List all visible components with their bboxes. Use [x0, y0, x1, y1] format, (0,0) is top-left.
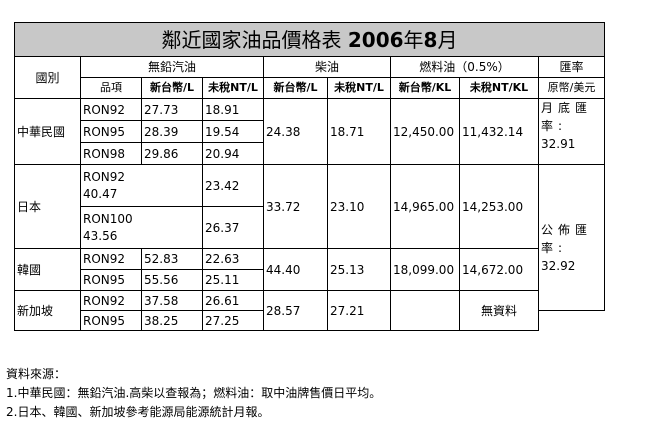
table-cell: 52.83	[141, 248, 203, 270]
table-cell: 23.10	[327, 164, 391, 249]
table-cell: 25.11	[202, 269, 264, 291]
title-prefix: 鄰近國家油品價格表	[161, 27, 348, 52]
table-cell: 19.54	[202, 120, 264, 143]
table-cell: 25.13	[327, 248, 391, 291]
table-cell: 22.63	[202, 248, 264, 270]
table-cell: 33.72	[263, 164, 328, 249]
note-line-1: 1.中華民國：無鉛汽油.高柴以查報為；燃料油：取中油牌售價日平均。	[6, 386, 382, 400]
table-cell: 28.57	[263, 290, 328, 331]
header-country: 國別	[14, 56, 81, 99]
rate-announced-value: 32.92	[541, 259, 576, 273]
table-cell: RON92	[80, 290, 142, 311]
note-line-2: 2.日本、韓國、新加坡參考能源局能源統計月報。	[6, 405, 270, 419]
table-cell: 26.61	[202, 290, 264, 311]
header-rate-unit: 原幣/美元	[538, 77, 605, 99]
header-notax-kl: 未稅NT/KL	[459, 77, 539, 99]
table-cell: RON98	[80, 142, 142, 165]
header-ntd-kl: 新台幣/KL	[390, 77, 460, 99]
table-cell: RON95	[80, 269, 142, 291]
cell-item: RON92	[83, 169, 126, 184]
table-cell: 18.91	[202, 98, 264, 121]
header-ntd-l: 新台幣/L	[141, 77, 203, 99]
table-title: 鄰近國家油品價格表 2006年8月	[14, 22, 605, 57]
oil-price-table: 鄰近國家油品價格表 2006年8月 國別 無鉛汽油 柴油 燃料油（0.5%） 匯…	[14, 22, 605, 331]
table-cell: 20.94	[202, 142, 264, 165]
table-cell: 18,099.00	[390, 248, 460, 291]
table-cell: 11,432.14	[459, 98, 539, 165]
cell-item: RON100	[83, 211, 133, 226]
table-cell: RON95	[80, 120, 142, 143]
table-cell: 29.86	[141, 142, 203, 165]
table-cell: 26.37	[202, 206, 264, 249]
table-cell: 無資料	[459, 290, 539, 331]
rate-month-end-label: 月底匯率:	[541, 101, 593, 133]
table-cell: 27.73	[141, 98, 203, 121]
table-cell: RON92	[80, 248, 142, 270]
rate-month-end: 月底匯率: 32.91	[538, 98, 605, 165]
table-cell: 14,253.00	[459, 164, 539, 249]
header-diesel: 柴油	[263, 56, 391, 78]
header-unleaded: 無鉛汽油	[80, 56, 264, 78]
country-korea: 韓國	[14, 248, 81, 291]
header-diesel-ntd-l: 新台幣/L	[263, 77, 328, 99]
table-cell: 28.39	[141, 120, 203, 143]
table-cell: 44.40	[263, 248, 328, 291]
title-year-unit: 年	[403, 27, 424, 52]
rate-announced: 公佈匯率: 32.92	[538, 164, 605, 311]
table-cell: 14,672.00	[459, 248, 539, 291]
header-diesel-notax-l: 未稅NT/L	[327, 77, 391, 99]
table-cell: 37.58	[141, 290, 203, 311]
source-notes: 資料來源： 1.中華民國：無鉛汽油.高柴以查報為；燃料油：取中油牌售價日平均。 …	[6, 365, 381, 422]
table-cell	[390, 290, 460, 331]
table-cell: RON100 43.56	[80, 206, 203, 249]
header-item: 品項	[80, 77, 142, 99]
table-cell: 23.42	[202, 164, 264, 207]
rate-announced-label: 公佈匯率:	[541, 223, 593, 255]
title-year: 2006	[347, 27, 404, 52]
table-cell: 24.38	[263, 98, 328, 165]
rate-month-end-value: 32.91	[541, 137, 576, 151]
table-cell: 27.21	[327, 290, 391, 331]
header-notax-l: 未稅NT/L	[202, 77, 264, 99]
table-cell: 38.25	[141, 310, 203, 331]
table-cell: 27.25	[202, 310, 264, 331]
table-cell: RON92 40.47	[80, 164, 203, 207]
header-fuel-oil: 燃料油（0.5%）	[390, 56, 539, 78]
table-cell: 14,965.00	[390, 164, 460, 249]
table-cell: RON92	[80, 98, 142, 121]
notes-heading: 資料來源：	[6, 367, 67, 381]
country-singapore: 新加坡	[14, 290, 81, 331]
title-month-unit: 月	[437, 27, 458, 52]
table-cell: RON95	[80, 310, 142, 331]
title-month: 8	[423, 27, 438, 52]
country-japan: 日本	[14, 164, 81, 249]
table-cell: 18.71	[327, 98, 391, 165]
table-cell: 55.56	[141, 269, 203, 291]
cell-price: 43.56	[83, 228, 118, 243]
cell-price: 40.47	[83, 186, 118, 201]
header-exchange: 匯率	[538, 56, 605, 78]
country-taiwan: 中華民國	[14, 98, 81, 165]
table-cell: 12,450.00	[390, 98, 460, 165]
